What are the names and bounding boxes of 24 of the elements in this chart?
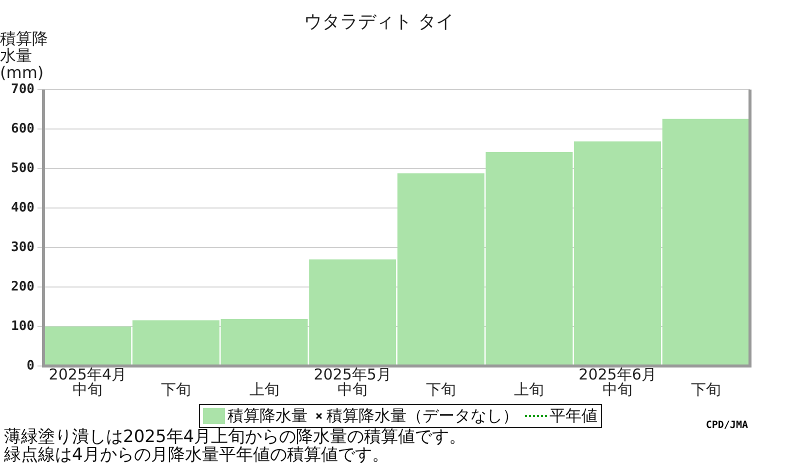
y-tick-label: 0: [26, 358, 35, 374]
legend-label: 積算降水量: [228, 406, 308, 426]
y-tick-label: 700: [10, 82, 35, 97]
x-tick-label: 上旬: [249, 380, 280, 398]
y-tick-label: 300: [10, 240, 35, 255]
x-tick-label: 2025年4月中旬: [48, 365, 126, 398]
y-tick-label: 200: [10, 279, 35, 294]
chart-title: ウタラディト タイ: [304, 11, 454, 32]
y-tick-label: 600: [10, 121, 35, 136]
y-tick-label: 100: [10, 318, 35, 334]
x-tick-label: 下旬: [160, 380, 191, 398]
text: CPD/JMA: [706, 420, 748, 431]
legend-label: 積算降水量（データなし）: [326, 406, 518, 426]
text: 薄緑塗り潰しは2025年4月上旬からの降水量の積算値です。: [4, 427, 466, 447]
x-tick-label: 下旬: [690, 380, 721, 398]
y-axis-title: 積算降水量(mm): [0, 29, 49, 82]
x-tick-label: 上旬: [514, 380, 544, 398]
x-tick-label: 2025年5月中旬: [314, 365, 392, 398]
text: 緑点線は4月からの月降水量平年値の積算値です。: [4, 445, 389, 465]
x-tick-label: 2025年6月中旬: [578, 365, 656, 398]
x-tick-label: 下旬: [426, 380, 456, 398]
legend-label: 平年値: [550, 406, 598, 426]
y-tick-label: 400: [10, 200, 35, 216]
y-tick-label: 500: [10, 160, 35, 176]
